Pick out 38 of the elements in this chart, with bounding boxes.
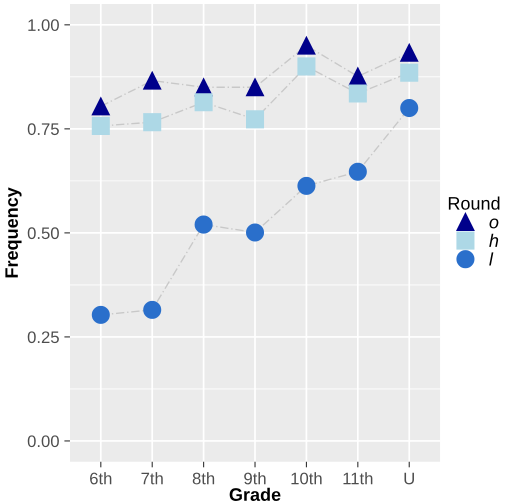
y-tick-label: 0.50 bbox=[28, 227, 59, 240]
y-tick-label: 0.25 bbox=[28, 331, 59, 344]
point bbox=[92, 306, 110, 324]
y-tick-label: 0.75 bbox=[28, 123, 59, 136]
x-tick-label: U bbox=[404, 472, 414, 484]
x-tick-label: 7th bbox=[141, 472, 163, 484]
x-tick-label: 8th bbox=[192, 472, 214, 484]
point bbox=[194, 93, 213, 112]
point bbox=[143, 72, 162, 90]
point bbox=[348, 67, 367, 86]
point bbox=[297, 36, 316, 55]
legend-label: o bbox=[490, 218, 498, 228]
x-tick-label: 10th bbox=[291, 472, 322, 484]
point bbox=[400, 99, 418, 118]
legend-title: Round bbox=[448, 196, 500, 210]
point bbox=[348, 162, 367, 181]
point bbox=[194, 216, 213, 234]
point bbox=[143, 113, 162, 132]
y-tick-label: 1.00 bbox=[28, 19, 59, 32]
point bbox=[92, 97, 110, 116]
point bbox=[246, 78, 264, 96]
legend-label: h bbox=[489, 234, 498, 247]
point bbox=[400, 64, 418, 82]
point bbox=[297, 176, 316, 195]
x-tick-label: 9th bbox=[244, 472, 266, 484]
y-axis-title: Frequency bbox=[5, 187, 22, 278]
legend-label: l bbox=[489, 252, 494, 266]
x-tick-label: 6th bbox=[90, 472, 112, 484]
y-tick-label: 0.00 bbox=[28, 435, 59, 448]
point bbox=[400, 44, 418, 62]
x-axis-title: Grade bbox=[230, 488, 280, 501]
point bbox=[348, 84, 367, 103]
point bbox=[297, 57, 316, 76]
point bbox=[143, 300, 162, 319]
point bbox=[246, 223, 264, 242]
point bbox=[92, 116, 110, 135]
x-tick-label: 11th bbox=[343, 472, 372, 484]
point bbox=[246, 110, 264, 128]
